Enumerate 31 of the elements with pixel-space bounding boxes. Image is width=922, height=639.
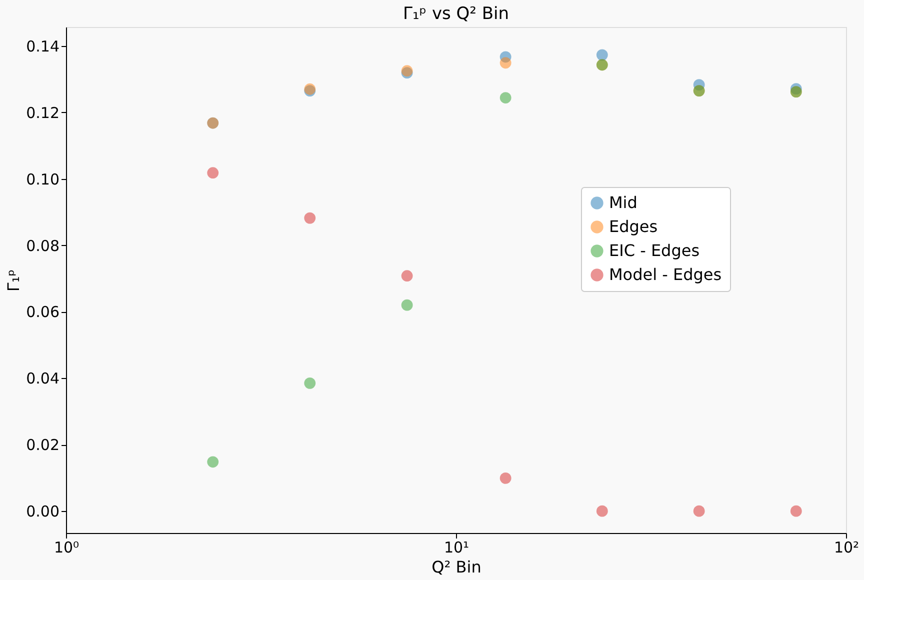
point xyxy=(500,57,512,69)
legend-label: EIC - Edges xyxy=(609,241,700,260)
y-tick-label: 0.00 xyxy=(26,502,60,521)
point xyxy=(304,377,316,389)
point xyxy=(207,167,219,179)
point xyxy=(500,472,512,484)
x-tick-label: 10² xyxy=(834,538,860,556)
chart-title: Γ₁ᵖ vs Q² Bin xyxy=(402,4,510,24)
legend-label: Mid xyxy=(609,193,638,212)
y-tick-label: 0.12 xyxy=(26,104,60,122)
point xyxy=(693,505,705,517)
y-tick-label: 0.10 xyxy=(26,170,60,188)
point xyxy=(207,456,219,468)
point xyxy=(401,270,413,282)
x-tick-label: 10⁰ xyxy=(54,538,80,556)
y-tick-label: 0.14 xyxy=(26,37,60,56)
point xyxy=(596,505,608,517)
y-tick-label: 0.04 xyxy=(26,370,60,388)
point xyxy=(401,299,413,311)
y-tick-label: 0.08 xyxy=(26,236,60,255)
x-axis-title: Q² Bin xyxy=(432,558,482,576)
point xyxy=(596,49,608,61)
point xyxy=(304,212,316,224)
legend-label: Edges xyxy=(609,217,658,236)
legend-label: Model - Edges xyxy=(609,265,722,284)
point xyxy=(790,505,802,517)
x-tick-label: 10¹ xyxy=(444,538,470,556)
y-tick-label: 0.02 xyxy=(26,436,60,454)
point xyxy=(500,92,512,104)
y-axis-title: Γ₁ᵖ xyxy=(4,269,24,292)
y-tick-label: 0.06 xyxy=(26,303,60,322)
